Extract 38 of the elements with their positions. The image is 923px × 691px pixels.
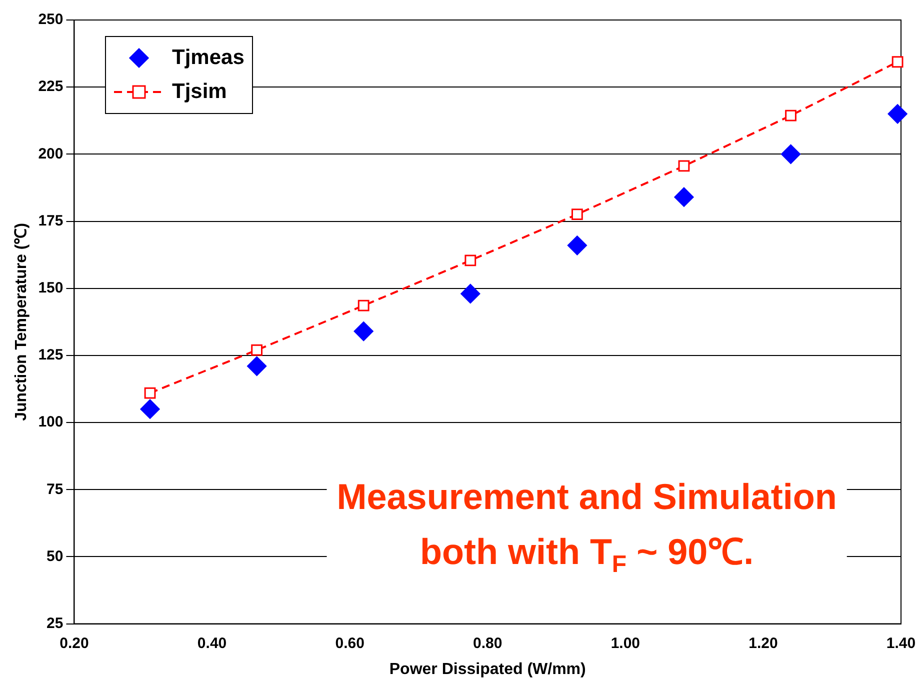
y-tick-label: 100 [38, 414, 64, 431]
legend-label: Tjsim [172, 80, 227, 104]
point [144, 387, 156, 399]
point [892, 56, 904, 68]
y-tick-label: 125 [38, 346, 64, 364]
point [781, 144, 801, 164]
point [678, 160, 690, 172]
y-tick-label: 150 [38, 279, 64, 296]
point [571, 208, 583, 220]
y-tick-label: 50 [46, 548, 64, 565]
y-tick-label: 25 [46, 614, 64, 632]
point [247, 356, 267, 376]
point [464, 254, 476, 266]
point [251, 344, 263, 356]
x-axis-title: Power Dissipated (W/mm) [389, 660, 586, 678]
point [567, 236, 587, 256]
point [358, 300, 370, 312]
point [785, 110, 796, 122]
x-tick-label: 0.40 [197, 634, 227, 652]
y-tick-label: 175 [38, 212, 64, 230]
y-axis-title: Junction Temperature (℃) [13, 222, 30, 421]
x-tick-label: 0.20 [60, 634, 89, 652]
x-tick-label: 1.40 [886, 634, 916, 652]
point [888, 104, 908, 124]
x-tick-label: 0.60 [335, 634, 364, 652]
legend-label: Tjmeas [172, 46, 244, 70]
x-tick-label: 1.20 [748, 634, 778, 652]
y-tick-label: 250 [38, 11, 64, 28]
y-tick-label: 200 [38, 145, 64, 162]
point [140, 399, 160, 419]
x-tick-label: 0.80 [473, 634, 502, 652]
x-tick-label: 1.00 [610, 634, 640, 652]
annotation: Measurement and Simulation [336, 476, 837, 518]
y-tick-label: 225 [38, 78, 64, 96]
point [354, 322, 374, 342]
point [674, 187, 694, 207]
point [460, 284, 480, 304]
y-tick-label: 75 [46, 480, 64, 498]
